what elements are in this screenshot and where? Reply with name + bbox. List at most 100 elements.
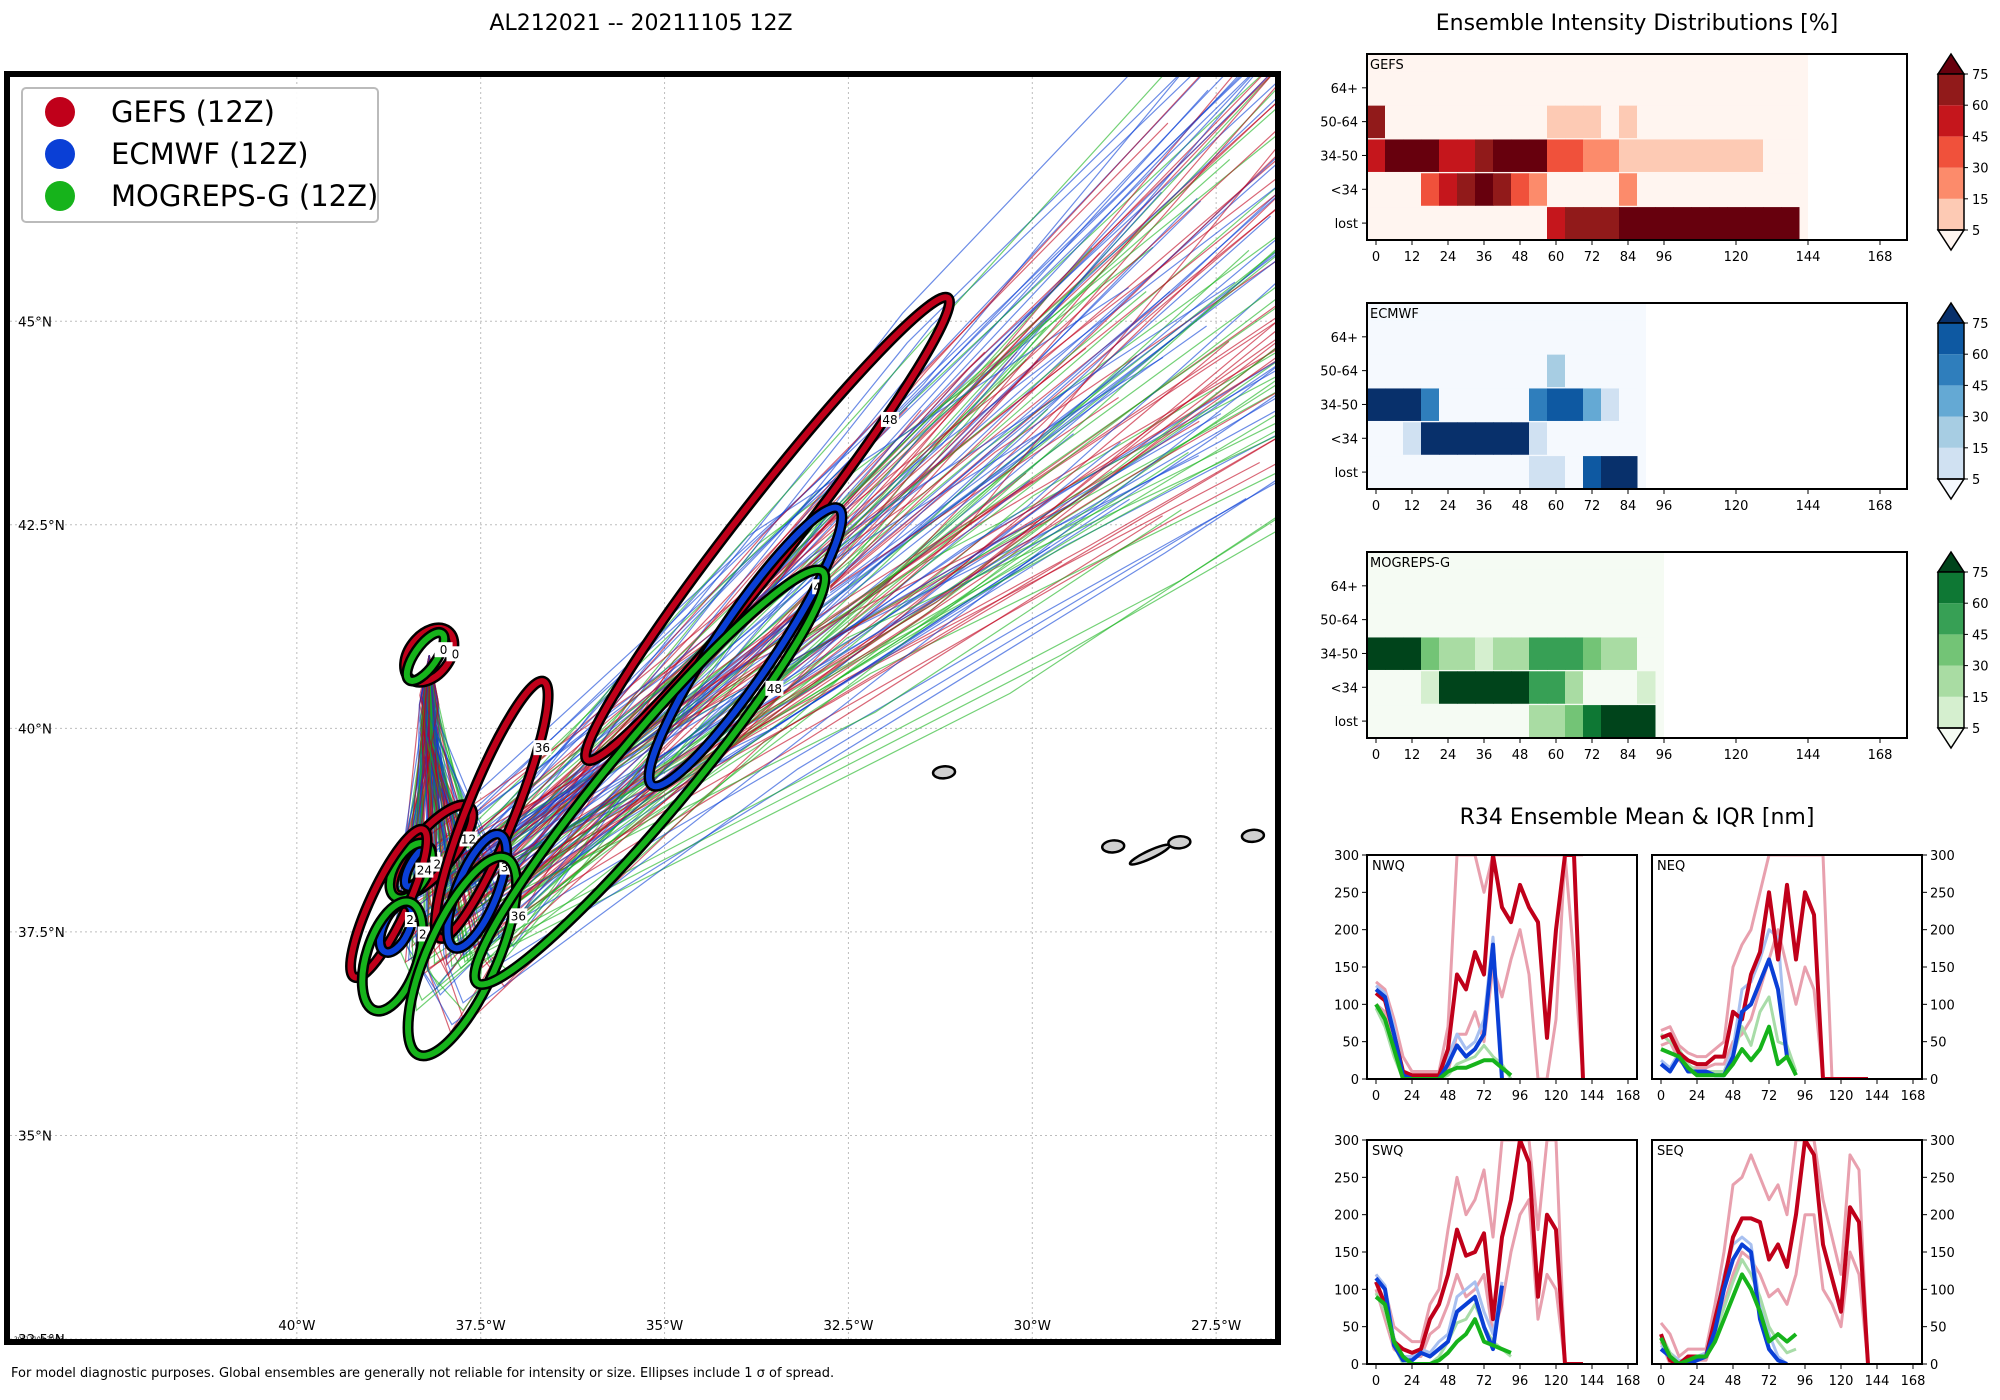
- colorbar-tick-label: 30: [1972, 660, 1989, 675]
- heatmap-cell: [1547, 354, 1566, 388]
- x-tick-label: 120: [1829, 1374, 1854, 1389]
- heatmap-cell: [1529, 456, 1548, 489]
- heatmap-cell: [1547, 388, 1566, 421]
- heatmap-cell: [1385, 637, 1404, 670]
- series-line: [1374, 855, 1585, 1079]
- x-tick-label: 48: [1725, 1089, 1742, 1104]
- heatmap-cell: [1637, 671, 1656, 704]
- island: [1100, 839, 1126, 854]
- heatmap-cell: [1511, 671, 1530, 704]
- colorbar-segment: [1938, 572, 1964, 604]
- ellipse-hour-label: 24: [417, 864, 432, 878]
- heatmap-cell: [1439, 388, 1458, 421]
- heatmap-cell: [1547, 71, 1566, 105]
- x-tick-label: 48: [1440, 1089, 1457, 1104]
- y-tick-label: 100: [1334, 1283, 1359, 1298]
- heatmap-cell: [1565, 173, 1584, 206]
- heatmap-cell: [1763, 105, 1782, 139]
- y-tick-label: 200: [1334, 924, 1359, 939]
- x-tick-label: 96: [1656, 748, 1673, 763]
- heatmap-cell: [1583, 705, 1602, 738]
- y-tick-label: 0: [1351, 1358, 1359, 1373]
- heatmap-cell: [1745, 173, 1764, 206]
- x-tick-label: 96: [1512, 1089, 1529, 1104]
- colorbar-segment: [1938, 167, 1964, 199]
- heatmap-cell: [1763, 71, 1782, 105]
- heatmap-cell: [1529, 105, 1548, 139]
- x-tick-label: 48: [1512, 748, 1529, 763]
- heatmap-cell: [1367, 456, 1386, 489]
- spread-ellipses: 00121212242424363636484848: [345, 291, 955, 1062]
- y-tick-label: 150: [1334, 961, 1359, 976]
- x-tick-label: 144: [1796, 499, 1821, 514]
- heatmap-cell: [1745, 207, 1764, 240]
- r34-seq-panel: SEQ 0 24 48 72 96 120 144 168 0 50 100 150 200 250 300: [1651, 1134, 1955, 1389]
- colorbar-tick-label: 15: [1972, 442, 1989, 457]
- y-tick-label: 0: [1930, 1358, 1938, 1373]
- heatmap-cell: [1547, 705, 1566, 738]
- heatmap-cell: [1439, 139, 1458, 172]
- heatmap-cell: [1673, 173, 1692, 206]
- heatmap-cell: [1619, 354, 1638, 388]
- heatmap-cell: [1565, 105, 1584, 139]
- heatmap-cell: [1547, 173, 1566, 206]
- lon-tick-label: 27.5°W: [1191, 1318, 1241, 1334]
- track-map: 00121212242424363636484848 40°W37.5°W35°…: [4, 71, 1281, 1348]
- series-lines: [1659, 1140, 1870, 1364]
- heatmap-cell: [1475, 569, 1494, 603]
- x-tick-label: 144: [1796, 250, 1821, 265]
- lat-tick-label: 45°N: [18, 314, 52, 330]
- series-line: [1374, 1003, 1513, 1079]
- x-tick-label: 36: [1476, 748, 1493, 763]
- y-tick-label: lost: [1335, 715, 1358, 730]
- legend-ecmwf-swatch: [45, 139, 75, 169]
- heatmap-cell: [1565, 388, 1584, 421]
- x-tick-label: 120: [1724, 250, 1749, 265]
- ellipse-label-bg: [880, 411, 899, 427]
- heatmap-cell: [1367, 139, 1386, 172]
- heatmap-cell: [1601, 320, 1620, 354]
- map-title: AL212021 -- 20211105 12Z: [489, 11, 792, 36]
- heatmap-cell: [1511, 422, 1530, 455]
- series-line: [1660, 1024, 1798, 1078]
- heatmap-cell: [1511, 139, 1530, 172]
- colorbar-tick-label: 15: [1972, 193, 1989, 208]
- heatmap-cell: [1709, 105, 1728, 139]
- ensemble-track: [428, 77, 1163, 849]
- mogreps-spread-ellipse: [403, 629, 448, 684]
- y-tick-label: 150: [1930, 961, 1955, 976]
- x-tick-label: 24: [1689, 1089, 1706, 1104]
- heatmap-cell: [1385, 320, 1404, 354]
- heatmap-cell: [1493, 456, 1512, 489]
- r34-nwq-panel: NWQ 0 24 48 72 96 120 144 168 0 50 100 150 200 250 300: [1334, 849, 1640, 1104]
- x-tick-label: 12: [1404, 748, 1421, 763]
- heatmap-cell: [1619, 705, 1638, 738]
- heatmap-frame: [1366, 53, 1908, 241]
- heatmap-cell: [1439, 173, 1458, 206]
- colorbar-segment: [1938, 634, 1964, 666]
- colorbar-tick-label: 45: [1972, 628, 1989, 643]
- heatmap-cell: [1403, 105, 1422, 139]
- heatmap-cell: [1637, 139, 1656, 172]
- heatmap-cell: [1475, 320, 1494, 354]
- ellipse-hour-label: 0: [440, 643, 448, 657]
- heatmap-cell: [1547, 671, 1566, 704]
- x-tick-label: 0: [1372, 748, 1380, 763]
- heatmap-cell: [1691, 139, 1710, 172]
- x-tick-label: 48: [1512, 250, 1529, 265]
- heatmap-cell: [1691, 207, 1710, 240]
- x-tick-label: 144: [1580, 1089, 1605, 1104]
- heatmap-cell: [1601, 105, 1620, 139]
- heatmap-cell: [1691, 173, 1710, 206]
- heatmap-cell: [1475, 105, 1494, 139]
- x-tick-label: 144: [1865, 1374, 1890, 1389]
- colorbar-tick-label: 60: [1972, 348, 1989, 363]
- heatmap-cell: [1421, 320, 1440, 354]
- series-line: [1660, 855, 1868, 1079]
- colorbar-tick-label: 75: [1972, 68, 1989, 83]
- heatmap-cell: [1529, 354, 1548, 388]
- heatmap-cell: [1565, 569, 1584, 603]
- heatmap-cell: [1763, 207, 1782, 240]
- y-tick-label: <34: [1331, 681, 1358, 696]
- heatmap-cell: [1583, 173, 1602, 206]
